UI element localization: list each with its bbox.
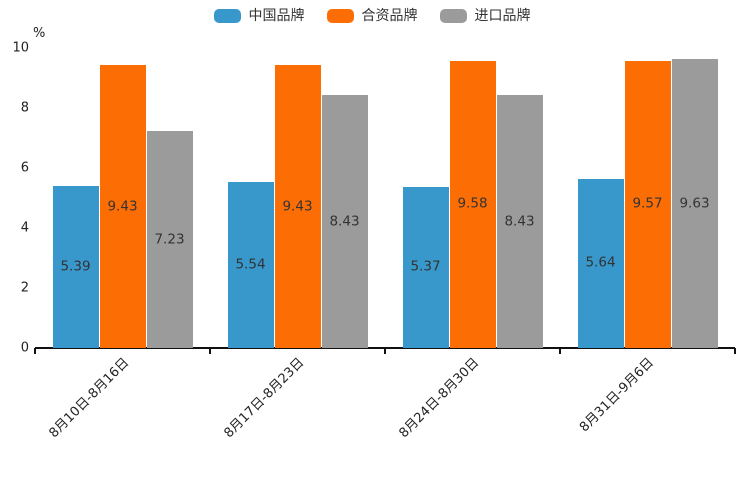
legend-swatch-icon xyxy=(326,9,354,23)
x-axis-tick xyxy=(559,348,561,354)
x-axis-tick xyxy=(209,348,211,354)
legend-label: 进口品牌 xyxy=(474,8,531,24)
y-tick-label: 6 xyxy=(20,160,29,176)
x-axis-tick xyxy=(34,348,36,354)
x-axis-category-label: 8月17日-8月23日 xyxy=(221,355,308,442)
bar[interactable] xyxy=(577,178,624,348)
legend-label: 中国品牌 xyxy=(248,8,305,24)
bar[interactable] xyxy=(99,65,146,348)
x-axis-category-label: 8月24日-8月30日 xyxy=(396,355,483,442)
legend-item-import-brand[interactable]: 进口品牌 xyxy=(439,8,531,24)
bar-value-label: 9.58 xyxy=(457,195,488,212)
bar-value-label: 9.57 xyxy=(632,195,663,212)
bar-value-label: 8.43 xyxy=(504,212,535,229)
x-axis-category-label: 8月31日-9月6日 xyxy=(577,355,658,436)
y-tick-label: 2 xyxy=(20,280,29,296)
y-tick-label: 10 xyxy=(12,40,29,56)
x-axis-tick xyxy=(384,348,386,354)
legend-item-china-brand[interactable]: 中国品牌 xyxy=(213,8,305,24)
bar-value-label: 5.64 xyxy=(585,254,616,271)
bar[interactable] xyxy=(321,95,368,348)
bar[interactable] xyxy=(496,95,543,348)
y-tick-label: 0 xyxy=(20,340,29,356)
bar-value-label: 5.54 xyxy=(235,256,266,273)
x-axis-tick xyxy=(734,348,736,354)
bar[interactable] xyxy=(402,186,449,348)
bar[interactable] xyxy=(227,181,274,348)
legend-label: 合资品牌 xyxy=(361,8,418,24)
legend-swatch-icon xyxy=(213,9,241,23)
bar-value-label: 9.43 xyxy=(107,197,138,214)
bar-value-label: 9.43 xyxy=(282,197,313,214)
bar-value-label: 7.23 xyxy=(154,230,185,247)
bar[interactable] xyxy=(624,60,671,348)
legend: 中国品牌 合资品牌 进口品牌 xyxy=(0,9,744,23)
bar-value-label: 8.43 xyxy=(329,212,360,229)
x-axis-category-label: 8月10日-8月16日 xyxy=(46,355,133,442)
y-tick-label: 4 xyxy=(20,220,29,236)
bar-value-label: 5.39 xyxy=(60,258,91,275)
bar[interactable] xyxy=(52,186,99,348)
y-tick-label: 8 xyxy=(20,100,29,116)
bar[interactable] xyxy=(449,60,496,348)
bar-value-label: 5.37 xyxy=(410,258,441,275)
bar-value-label: 9.63 xyxy=(679,194,710,211)
y-axis-unit-label: % xyxy=(33,26,46,41)
legend-item-joint-venture-brand[interactable]: 合资品牌 xyxy=(326,8,418,24)
bar[interactable] xyxy=(274,65,321,348)
legend-swatch-icon xyxy=(439,9,467,23)
bar[interactable] xyxy=(146,131,193,348)
bar[interactable] xyxy=(671,59,718,348)
